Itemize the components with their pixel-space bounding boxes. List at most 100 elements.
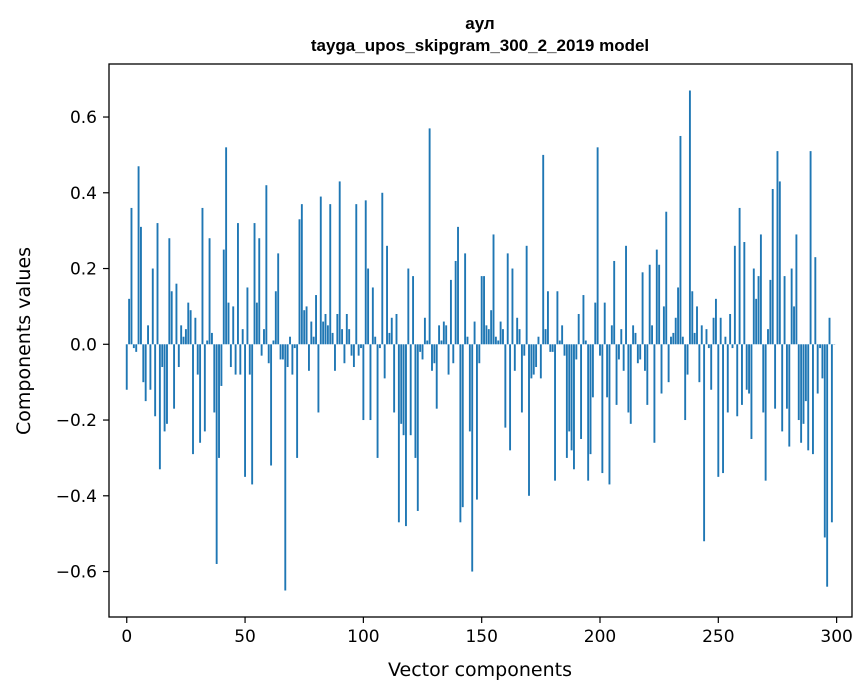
bar	[258, 238, 261, 345]
y-tick-label: −0.6	[56, 563, 97, 583]
bar	[279, 344, 282, 360]
bar	[369, 344, 372, 421]
bar	[729, 313, 732, 345]
bar	[632, 325, 635, 345]
bar	[421, 344, 424, 360]
bar	[265, 185, 268, 345]
bar	[490, 310, 493, 345]
bar	[750, 344, 753, 439]
bar	[639, 344, 642, 360]
bar	[714, 298, 717, 345]
bar	[423, 317, 426, 345]
bar	[516, 317, 519, 345]
chart-subtitle: tayga_upos_skipgram_300_2_2019 model	[311, 36, 649, 55]
bar	[374, 336, 377, 345]
bar	[331, 332, 334, 345]
bar	[447, 344, 450, 375]
bar	[710, 344, 713, 390]
y-tick-label: 0.0	[70, 335, 97, 355]
bar	[741, 344, 743, 405]
bar	[206, 340, 209, 345]
bar	[263, 329, 265, 345]
bar	[705, 329, 708, 345]
bar	[189, 310, 192, 345]
bar	[357, 344, 360, 356]
bar	[163, 344, 166, 432]
bar	[722, 344, 724, 474]
bar	[476, 344, 478, 500]
bar	[303, 310, 306, 345]
bar	[679, 135, 682, 345]
bar	[140, 226, 142, 345]
bar	[234, 344, 237, 375]
bar	[168, 238, 171, 345]
bar	[483, 276, 485, 345]
bar	[135, 344, 138, 352]
bar	[315, 295, 317, 345]
bar	[461, 344, 464, 508]
bar	[194, 317, 197, 345]
bar	[684, 344, 687, 421]
bar	[270, 344, 273, 466]
bar	[310, 321, 313, 345]
bar	[759, 234, 762, 345]
bar	[816, 344, 819, 394]
bar	[596, 147, 599, 345]
bar	[523, 344, 526, 356]
bar	[215, 344, 218, 564]
bar	[485, 325, 488, 345]
bar	[473, 321, 476, 345]
bar	[719, 317, 722, 345]
bar	[672, 332, 675, 345]
bar	[807, 344, 810, 451]
bar	[173, 344, 176, 409]
bar	[308, 344, 310, 371]
bar	[494, 336, 497, 345]
bar	[203, 344, 206, 432]
bar	[438, 325, 441, 345]
bar	[409, 344, 412, 436]
bar	[696, 306, 698, 345]
y-tick-label: −0.2	[56, 411, 97, 431]
bar	[565, 344, 568, 458]
bar	[556, 291, 559, 345]
bar	[362, 344, 365, 421]
bar	[378, 344, 381, 349]
bar	[229, 344, 232, 368]
bar	[492, 234, 495, 345]
bar	[324, 313, 327, 345]
bar	[407, 268, 410, 345]
bar	[267, 344, 270, 364]
bar	[525, 245, 528, 345]
bar	[402, 344, 405, 436]
bar	[636, 344, 639, 364]
bar	[830, 344, 833, 523]
bar	[255, 302, 258, 345]
plot-frame	[108, 63, 853, 618]
bar	[286, 344, 289, 368]
bar	[468, 344, 471, 432]
bar	[322, 321, 325, 345]
bar	[317, 344, 320, 413]
bar	[360, 344, 362, 349]
bar	[466, 336, 469, 345]
x-tick-label: 200	[584, 627, 616, 647]
bar	[738, 207, 741, 345]
bar	[528, 344, 530, 496]
bar	[570, 344, 573, 451]
bar	[584, 340, 587, 345]
bar	[147, 325, 149, 345]
bar	[232, 306, 235, 345]
bar	[502, 329, 504, 345]
bar	[220, 344, 223, 386]
bar	[771, 188, 774, 345]
bar	[821, 344, 824, 379]
bar	[416, 344, 419, 511]
bar	[660, 344, 663, 394]
bar	[790, 268, 793, 345]
bar	[449, 279, 452, 345]
bar	[717, 344, 720, 477]
bar	[405, 344, 407, 527]
bar	[291, 344, 294, 375]
bar	[284, 344, 287, 591]
